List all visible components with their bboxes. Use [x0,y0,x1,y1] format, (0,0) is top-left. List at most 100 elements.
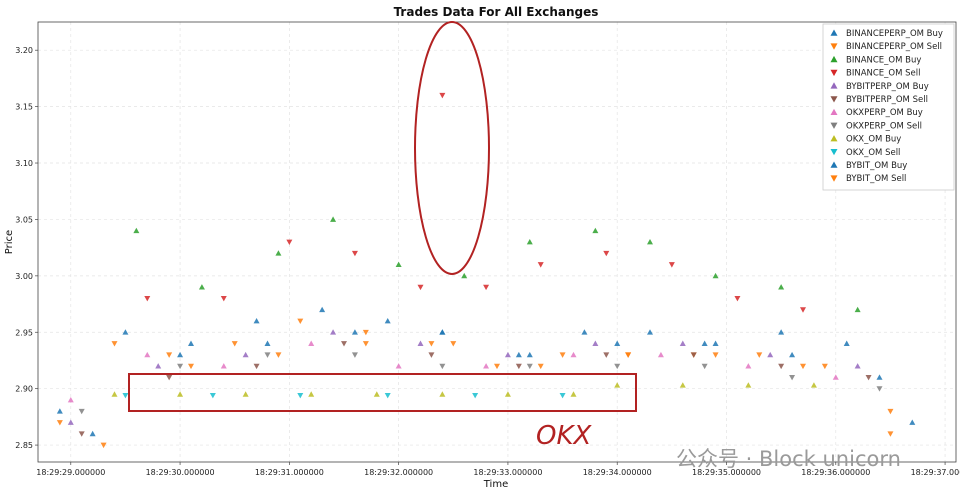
x-tick-label: 18:29:33.000000 [473,468,542,477]
data-point [657,351,664,358]
data-point [362,341,369,347]
data-point [854,363,861,369]
legend-label: BYBITPERP_OM Sell [846,95,928,105]
legend-marker [830,122,838,129]
legend-label: BYBIT_OM Sell [846,174,906,184]
data-point [144,351,151,358]
data-point [526,351,533,358]
data-point [297,318,304,324]
data-point [887,408,894,415]
data-point [351,352,358,358]
data-point [264,352,271,358]
legend-marker [830,82,838,89]
data-point [712,352,719,358]
okx-annotation-box [128,373,637,412]
y-tick-label: 3.00 [15,272,33,281]
data-point [832,374,839,380]
series-binanceperp-om-sell [56,318,894,437]
data-point [275,352,282,358]
data-point [417,340,424,346]
data-point [439,391,446,397]
data-point [668,262,675,268]
data-point [242,391,249,397]
legend-label: OKX_OM Sell [846,148,900,158]
x-tick-label: 18:29:37.000000 [911,468,960,477]
series-binance-om-buy [133,216,861,313]
x-tick-label: 18:29:35.000000 [692,468,761,477]
legend-label: BINANCE_OM Sell [846,69,921,79]
data-point [122,393,129,399]
data-point [198,284,205,290]
y-tick-label: 3.05 [15,215,33,224]
x-tick-label: 18:29:29.000000 [36,468,105,477]
data-point [592,340,599,346]
data-point [209,393,216,399]
data-point [275,250,282,256]
legend-label: OKXPERP_OM Buy [846,108,923,118]
data-point [581,329,588,335]
legend-marker [830,135,838,142]
data-point [559,352,566,358]
data-point [56,420,63,426]
data-point [177,391,184,397]
data-point [264,340,271,346]
legend: BINANCEPERP_OM Buy BINANCEPERP_OM Sell BIN… [822,23,955,191]
data-point [133,227,140,234]
x-tick-label: 18:29:34.000000 [583,468,652,477]
data-point [537,262,544,268]
data-point [144,296,151,302]
watermark: 公众号 · Block unicorn [676,447,901,471]
data-point [745,363,752,369]
data-point [461,272,468,279]
data-point [679,340,686,346]
data-point [384,393,391,399]
data-point [177,351,184,358]
data-point [242,351,249,358]
data-point [483,363,490,369]
data-point [679,382,686,388]
data-point [614,363,621,370]
legend-label: OKX_OM Buy [846,135,901,145]
legend-marker [830,29,838,36]
data-point [800,307,806,313]
data-point [439,363,446,370]
y-tick-label: 3.20 [15,46,33,55]
data-point [56,408,63,414]
legend-label: OKXPERP_OM Sell [846,121,922,131]
data-point [428,352,435,358]
x-axis: 18:29:29.000000 18:29:30.000000 18:29:31.0… [36,462,960,477]
spike-annotation-ellipse [414,21,490,275]
data-point [483,284,490,291]
legend-box [822,23,955,191]
data-point [395,363,402,369]
data-point [297,393,304,399]
data-point [384,317,391,324]
plot-area [37,21,957,463]
series-bybitperp-om-sell [78,341,872,437]
data-point [625,352,632,358]
data-point [526,239,533,245]
data-point [614,382,621,388]
scatter-marks [56,92,916,449]
data-point [614,340,621,346]
data-point [351,329,358,335]
data-point [690,352,697,358]
data-point [319,306,326,313]
legend-marker [830,161,838,168]
data-point [592,227,599,234]
data-point [373,391,380,397]
data-point [395,261,402,267]
data-point [515,351,522,358]
data-point [712,272,719,279]
x-tick-label: 18:29:32.000000 [364,468,433,477]
data-point [559,393,566,399]
data-point [887,431,894,437]
x-tick-label: 18:29:36.000000 [801,468,870,477]
grid [38,22,956,462]
data-point [417,284,424,291]
data-point [428,341,435,347]
data-point [450,341,457,347]
data-point [778,329,785,335]
data-point [89,430,96,437]
data-point [308,391,315,397]
